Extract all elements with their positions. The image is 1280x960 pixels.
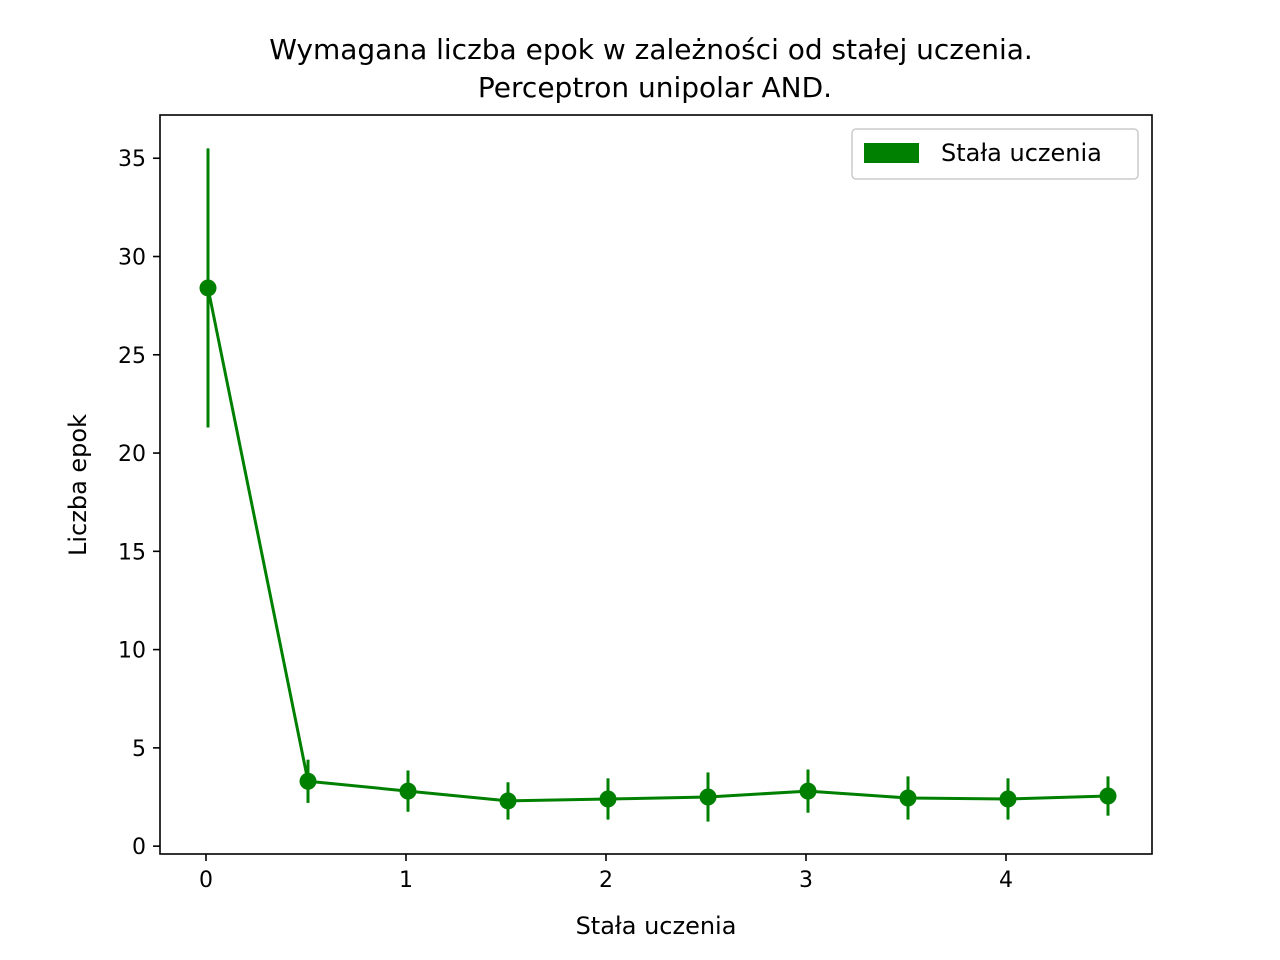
y-tick-label: 10 — [118, 639, 146, 664]
y-tick-label: 25 — [118, 344, 146, 369]
x-tick-label: 4 — [999, 868, 1013, 893]
y-tick-label: 30 — [118, 246, 146, 271]
data-point — [299, 772, 317, 790]
legend-swatch — [864, 143, 919, 163]
y-tick-label: 20 — [118, 442, 146, 467]
series-group — [199, 148, 1117, 822]
y-tick-label: 15 — [118, 540, 146, 565]
series-line — [206, 287, 1109, 803]
legend: Stała uczenia — [851, 128, 1139, 180]
data-point — [899, 789, 917, 807]
legend-box — [851, 128, 1139, 180]
data-point — [999, 790, 1017, 808]
data-point — [1099, 787, 1117, 805]
data-point — [699, 788, 717, 806]
data-point — [599, 790, 617, 808]
x-tick-label: 2 — [599, 868, 613, 893]
legend-label: Stała uczenia — [941, 139, 1102, 167]
data-point — [399, 782, 417, 800]
chart-title: Wymagana liczba epok w zależności od sta… — [269, 33, 1033, 66]
data-point — [499, 792, 517, 810]
x-tick-label: 1 — [399, 868, 413, 893]
x-axis-label: Stała uczenia — [576, 912, 737, 940]
x-tick-label: 3 — [799, 868, 813, 893]
chart-subtitle: Perceptron unipolar AND. — [478, 71, 832, 104]
plot-frame — [159, 114, 1153, 855]
y-axis-label: Liczba epok — [64, 414, 92, 556]
y-tick-label: 5 — [132, 737, 146, 762]
y-tick-label: 35 — [118, 147, 146, 172]
plot-area — [160, 115, 1152, 854]
data-point — [199, 279, 217, 297]
axis-ticks: 0 1 2 3 4 0 5 10 15 20 25 30 35 — [118, 147, 1013, 893]
data-point — [799, 782, 817, 800]
x-tick-label: 0 — [199, 868, 213, 893]
y-tick-label: 0 — [132, 835, 146, 860]
